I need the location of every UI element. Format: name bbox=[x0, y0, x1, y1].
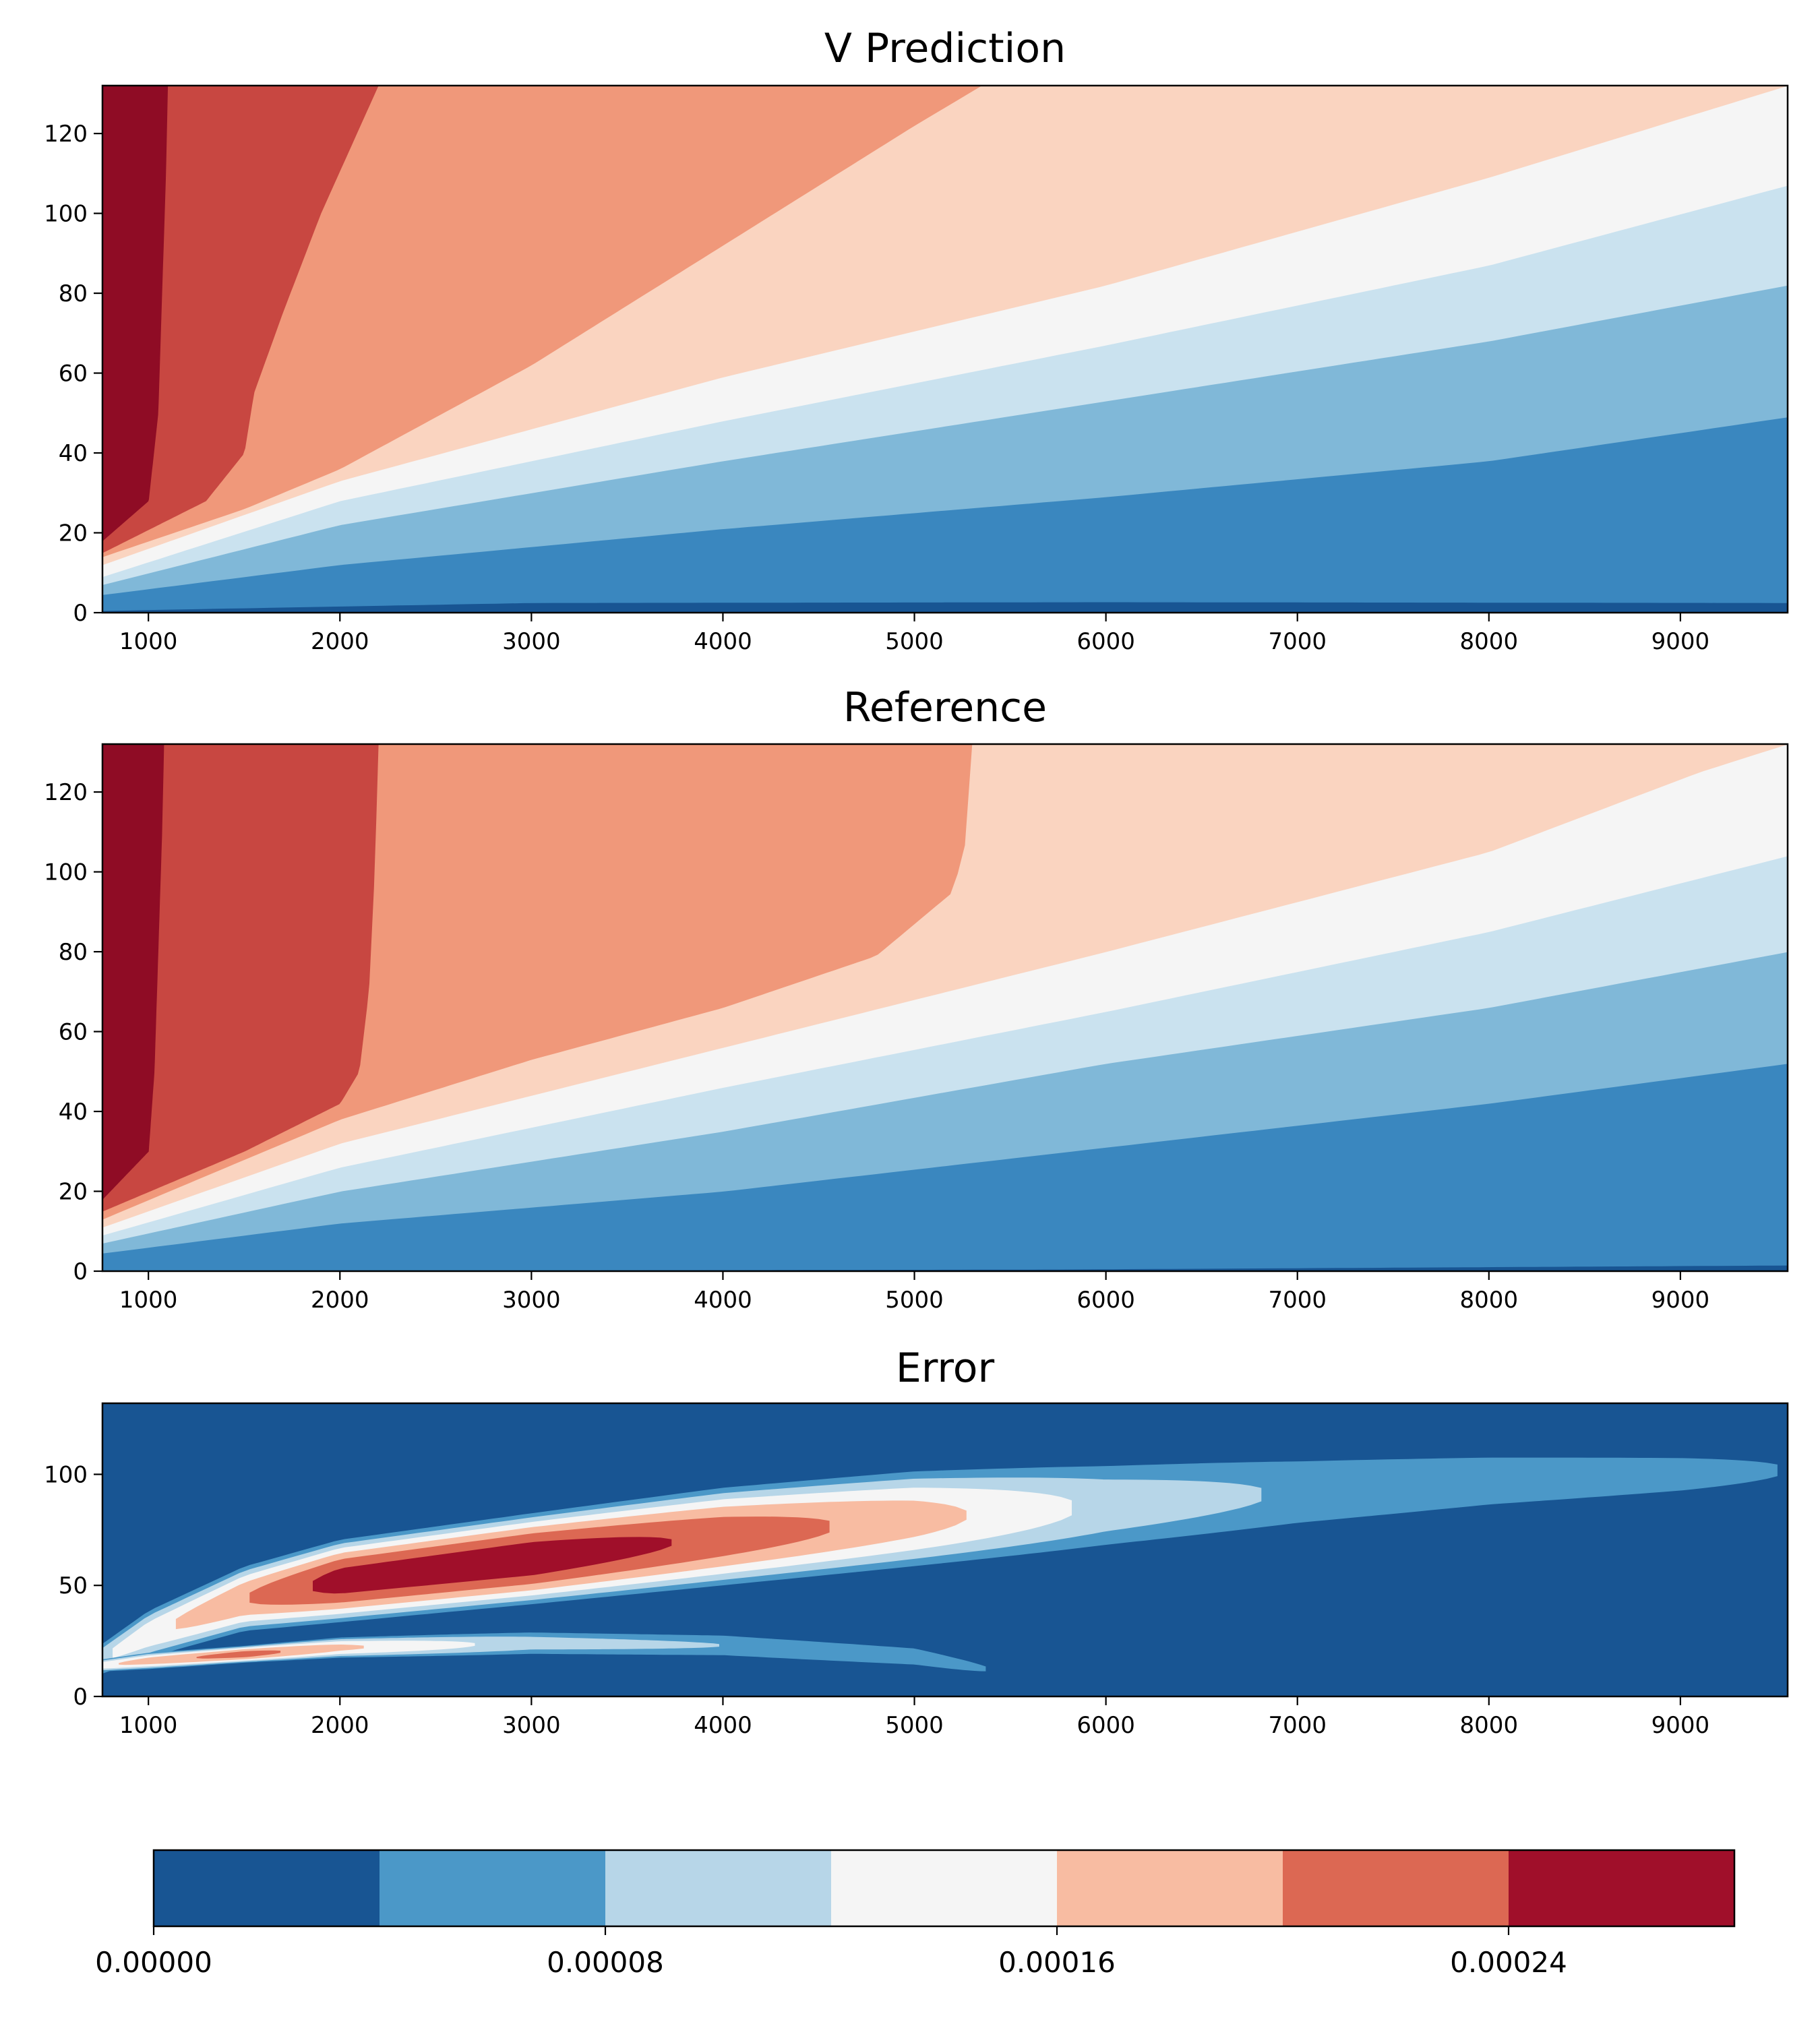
x-tick-label: 5000 bbox=[885, 628, 944, 655]
y-tick-label: 120 bbox=[44, 121, 88, 148]
contour-band bbox=[102, 86, 169, 542]
x-tick-label: 2000 bbox=[311, 628, 369, 655]
colorbar-tick-label: 0.00008 bbox=[547, 1946, 664, 1979]
x-tick-label: 3000 bbox=[502, 1712, 561, 1739]
x-tick-label: 5000 bbox=[885, 1712, 944, 1739]
colorbar-ticks: 0.00000 0.00008 0.00016 0.00024 bbox=[95, 1926, 1567, 1979]
y-tick-label: 40 bbox=[59, 1099, 88, 1126]
x-tick-label: 8000 bbox=[1460, 1712, 1519, 1739]
x-tick-label: 9000 bbox=[1651, 1287, 1710, 1314]
panel-reference: Reference 1000 2000 3000 4000 5000 6000 7000 80… bbox=[44, 684, 1789, 1314]
y-tick-label: 40 bbox=[59, 440, 88, 467]
colorbar-tick-label: 0.00024 bbox=[1450, 1946, 1567, 1979]
x-tick-label: 6000 bbox=[1076, 1712, 1135, 1739]
contour-field bbox=[102, 86, 1788, 613]
panel-title: V Prediction bbox=[824, 25, 1066, 72]
x-tick-label: 2000 bbox=[311, 1712, 369, 1739]
y-axis: 0 50 100 bbox=[44, 1461, 102, 1711]
plot-frame bbox=[101, 84, 1789, 614]
y-tick-label: 0 bbox=[73, 1258, 88, 1285]
contour-band bbox=[102, 86, 379, 553]
y-tick-label: 20 bbox=[59, 520, 88, 547]
colorbar-tick-label: 0.00000 bbox=[95, 1946, 212, 1979]
y-tick-label: 20 bbox=[59, 1179, 88, 1206]
contour-band bbox=[196, 1650, 281, 1659]
panel-v-prediction: V Prediction 1000 2000 3000 4000 5000 6000 700… bbox=[44, 25, 1789, 655]
x-tick-label: 4000 bbox=[694, 628, 752, 655]
colorbar: 0.00000 0.00008 0.00016 0.00024 bbox=[95, 1849, 1736, 1979]
contour-field bbox=[102, 744, 1788, 1271]
contour-band bbox=[102, 744, 379, 1212]
x-tick-label: 8000 bbox=[1460, 628, 1519, 655]
y-tick-label: 50 bbox=[59, 1572, 88, 1599]
colorbar-segment bbox=[1509, 1850, 1735, 1926]
x-tick-label: 7000 bbox=[1268, 1712, 1327, 1739]
contour-band bbox=[102, 1457, 1778, 1674]
x-tick-label: 5000 bbox=[885, 1287, 944, 1314]
panel-error: Error 1000 2000 3000 4000 5000 6000 7000 8000 90… bbox=[44, 1345, 1789, 1739]
y-axis: 0 20 40 60 80 100 120 bbox=[44, 121, 102, 627]
colorbar-segment bbox=[380, 1850, 606, 1926]
colorbar-segments bbox=[154, 1850, 1735, 1926]
x-axis: 1000 2000 3000 4000 5000 6000 7000 8000 9000 bbox=[119, 1271, 1709, 1314]
panel-title: Reference bbox=[843, 684, 1047, 731]
contour-field bbox=[102, 1403, 1788, 1696]
x-tick-label: 3000 bbox=[502, 628, 561, 655]
y-tick-label: 100 bbox=[44, 201, 88, 228]
colorbar-tick-label: 0.00016 bbox=[998, 1946, 1116, 1979]
x-tick-label: 3000 bbox=[502, 1287, 561, 1314]
contour-band bbox=[102, 744, 164, 1200]
x-tick-label: 7000 bbox=[1268, 1287, 1327, 1314]
y-tick-label: 100 bbox=[44, 1461, 88, 1488]
colorbar-segment bbox=[605, 1850, 832, 1926]
x-tick-label: 9000 bbox=[1651, 1712, 1710, 1739]
y-tick-label: 0 bbox=[73, 1684, 88, 1711]
colorbar-frame bbox=[152, 1849, 1736, 1928]
plot-frame bbox=[101, 743, 1789, 1273]
y-tick-label: 60 bbox=[59, 361, 88, 388]
y-tick-label: 80 bbox=[59, 280, 88, 307]
y-tick-label: 100 bbox=[44, 859, 88, 886]
y-tick-label: 80 bbox=[59, 939, 88, 966]
x-tick-label: 6000 bbox=[1076, 1287, 1135, 1314]
x-axis: 1000 2000 3000 4000 5000 6000 7000 8000 9000 bbox=[119, 613, 1709, 655]
x-tick-label: 7000 bbox=[1268, 628, 1327, 655]
x-tick-label: 1000 bbox=[119, 1712, 178, 1739]
x-tick-label: 1000 bbox=[119, 628, 178, 655]
x-axis: 1000 2000 3000 4000 5000 6000 7000 8000 9000 bbox=[119, 1696, 1709, 1739]
x-tick-label: 9000 bbox=[1651, 628, 1710, 655]
x-tick-label: 4000 bbox=[694, 1287, 752, 1314]
x-tick-label: 8000 bbox=[1460, 1287, 1519, 1314]
plot-frame bbox=[101, 1402, 1789, 1698]
colorbar-segment bbox=[1283, 1850, 1509, 1926]
contour-band bbox=[102, 1636, 719, 1671]
colorbar-segment bbox=[154, 1850, 380, 1926]
x-tick-label: 1000 bbox=[119, 1287, 178, 1314]
y-axis: 0 20 40 60 80 100 120 bbox=[44, 779, 102, 1285]
y-tick-label: 120 bbox=[44, 779, 88, 806]
y-tick-label: 0 bbox=[73, 600, 88, 627]
y-tick-label: 60 bbox=[59, 1019, 88, 1046]
x-tick-label: 4000 bbox=[694, 1712, 752, 1739]
panel-title: Error bbox=[896, 1345, 995, 1392]
colorbar-segment bbox=[1057, 1850, 1283, 1926]
colorbar-segment bbox=[831, 1850, 1058, 1926]
x-tick-label: 6000 bbox=[1076, 628, 1135, 655]
x-tick-label: 2000 bbox=[311, 1287, 369, 1314]
contour-band bbox=[313, 1537, 672, 1594]
